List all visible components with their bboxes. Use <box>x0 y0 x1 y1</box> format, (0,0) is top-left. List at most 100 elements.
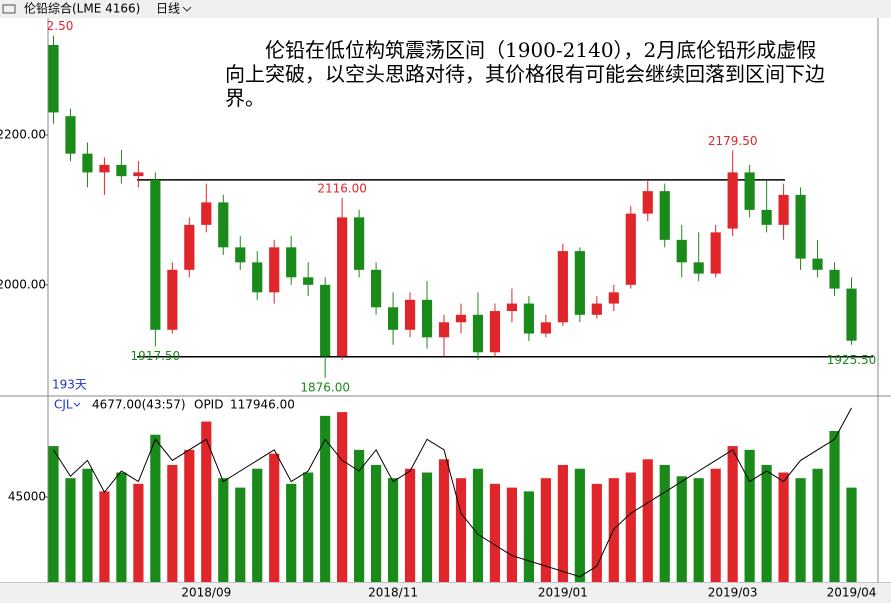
candle-body <box>523 303 534 334</box>
x-tick-label: 2019/04 <box>827 586 877 600</box>
candle-body <box>65 116 76 154</box>
volume-bar <box>421 472 433 582</box>
volume-bar <box>455 478 467 582</box>
last-volume: 4677.00(43:57) <box>92 398 186 412</box>
volume-bar <box>201 421 212 582</box>
volume-bar <box>303 472 314 582</box>
volume-bar <box>82 468 93 582</box>
volume-bar <box>184 449 195 582</box>
candle-body <box>404 299 416 330</box>
candle-body <box>829 269 840 289</box>
candle-body <box>727 172 738 229</box>
candle-body <box>269 247 280 293</box>
volume-bar <box>252 468 263 582</box>
candle-body <box>778 194 789 225</box>
price-label: 2179.50 <box>708 134 758 148</box>
candle-body <box>421 299 433 338</box>
candle-body <box>608 292 619 304</box>
candle-body <box>472 314 484 353</box>
candle-body <box>710 232 721 274</box>
x-tick-label: 2018/09 <box>181 586 231 600</box>
candle-body <box>252 262 263 293</box>
x-tick-label: 2019/01 <box>538 586 588 600</box>
y-tick-label: 2200.00 <box>0 127 46 141</box>
symbol[interactable]: 伦铅综合(LME 4166) <box>24 1 140 16</box>
candle-body <box>438 322 450 338</box>
price-label: 2.50 <box>47 19 74 33</box>
period[interactable]: 日线 <box>156 2 180 16</box>
candle-body <box>48 44 59 113</box>
candle-body <box>812 258 823 270</box>
volume-bar <box>676 476 687 582</box>
volume-bar <box>795 478 806 582</box>
volume-bar <box>489 483 501 582</box>
candle-body <box>557 251 568 323</box>
price-label: 1925.50 <box>827 353 877 367</box>
candle-body <box>286 247 297 278</box>
volume-bar <box>404 468 416 582</box>
volume-bar <box>472 468 484 582</box>
volume-bar <box>659 464 670 582</box>
volume-bar <box>642 459 653 582</box>
y-tick-label: 2000.00 <box>0 277 46 291</box>
volume-bar <box>167 464 178 582</box>
volume-bar <box>778 472 789 582</box>
icon <box>2 4 16 14</box>
candle-body <box>371 269 382 308</box>
volume-bar <box>557 464 568 582</box>
volume-bar <box>710 468 721 582</box>
volume-bar <box>387 478 399 582</box>
volume-bar <box>438 459 450 582</box>
candle-body <box>387 307 399 330</box>
volume-bar <box>829 430 840 582</box>
volume-bar <box>540 478 551 582</box>
oi-line <box>53 407 852 578</box>
candle-body <box>167 269 178 330</box>
candle-body <box>540 322 551 334</box>
candle-body <box>235 247 246 263</box>
candle-body <box>506 303 518 312</box>
oi-value: 117946.00 <box>230 398 295 412</box>
candle-body <box>150 179 161 330</box>
price-label: 1876.00 <box>300 380 350 394</box>
volume-bar <box>286 483 297 582</box>
volume-bar <box>269 453 280 582</box>
volume-bar <box>693 478 704 582</box>
volume-bar <box>744 449 755 582</box>
candle-body <box>846 288 857 341</box>
candle-body <box>693 262 704 274</box>
volume-bar <box>48 446 59 582</box>
candle-body <box>218 202 229 248</box>
candle-body <box>337 217 348 357</box>
volume-bar <box>354 449 365 582</box>
candle-body <box>320 284 331 357</box>
days-label: 193天 <box>52 378 87 392</box>
y-tick-label: 45000 <box>8 490 46 504</box>
candle-body <box>795 194 806 259</box>
candle-body <box>659 191 670 240</box>
volume-bar <box>218 478 229 582</box>
x-tick-label: 2019/03 <box>708 586 758 600</box>
volume-bar <box>337 412 348 582</box>
candle-body <box>574 251 585 315</box>
volume-bar <box>591 483 602 582</box>
volume-bar <box>371 464 382 582</box>
date-bar <box>0 583 891 603</box>
annotation: 伦铅在低位构筑震荡区间（1900-2140），2月底伦铅形成虚假向上突破，以空头… <box>225 38 825 110</box>
dropdown[interactable] <box>182 6 192 12</box>
candle-body <box>676 239 687 263</box>
volume-bar <box>574 468 585 582</box>
volume-bar <box>846 487 857 582</box>
indicator[interactable]: CJL <box>54 398 73 412</box>
dropdown[interactable] <box>73 402 81 407</box>
volume-bar <box>99 491 110 582</box>
candle-body <box>303 277 314 285</box>
volume-bar <box>116 472 127 582</box>
volume-bar <box>320 415 331 582</box>
volume-bar <box>506 487 518 582</box>
candle-body <box>761 209 772 225</box>
volume-bar <box>761 464 772 582</box>
volume-bar <box>133 483 144 582</box>
